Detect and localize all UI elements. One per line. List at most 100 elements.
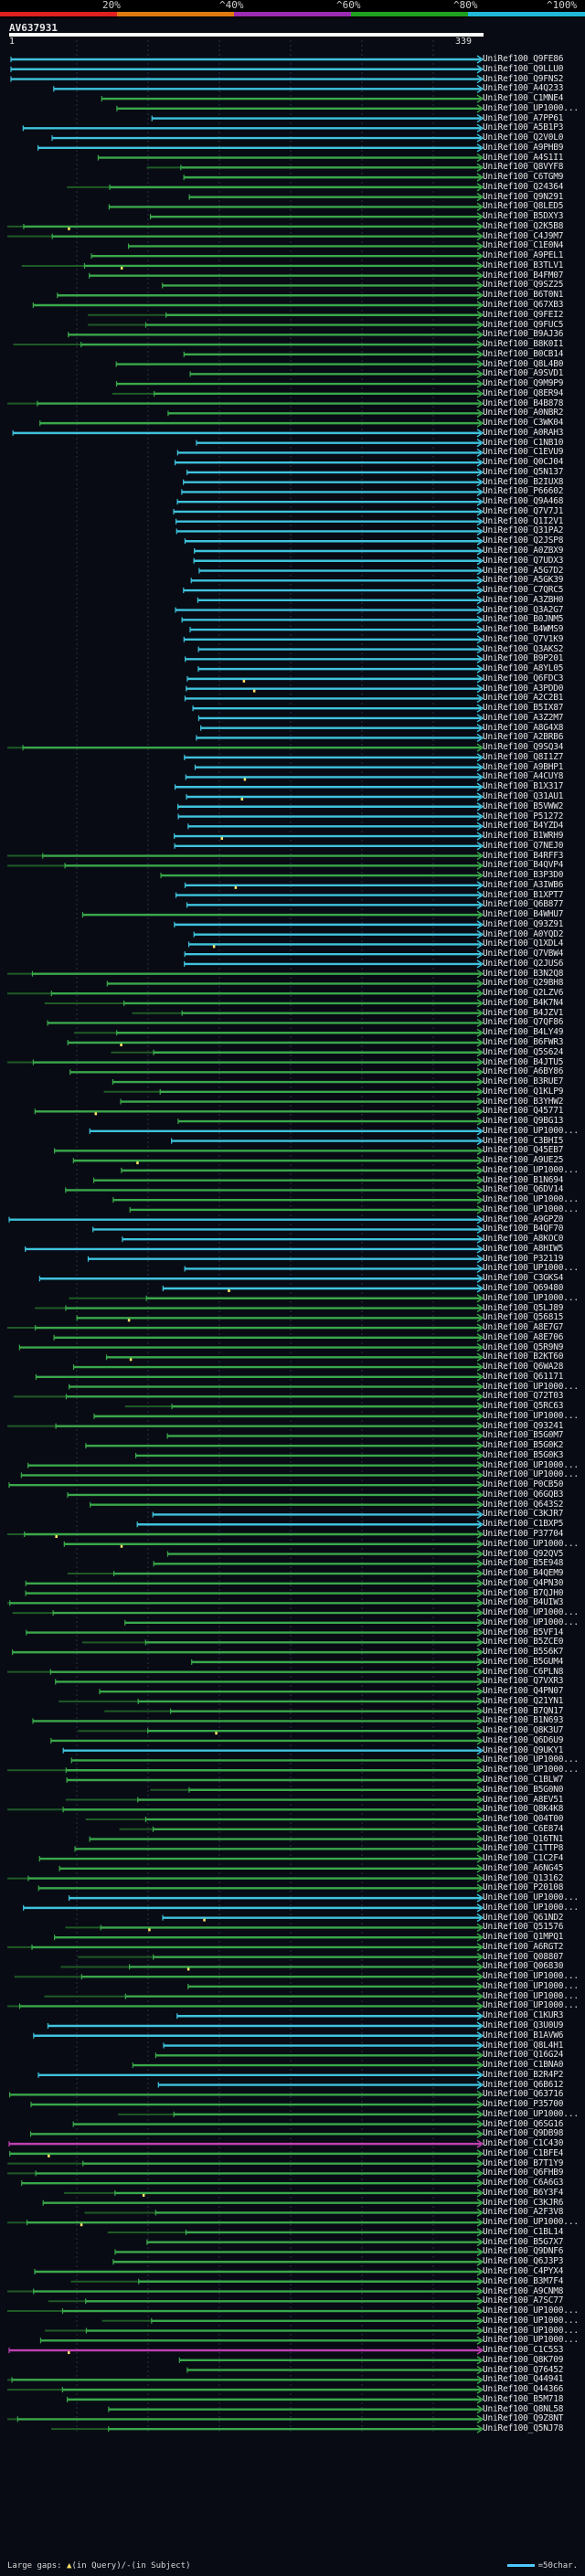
- hit-link[interactable]: UniRef100_Q9DB98: [483, 2128, 564, 2139]
- hit-link[interactable]: UniRef100_UP1000...: [483, 1292, 579, 1303]
- hit-link[interactable]: UniRef100_A9BHP1: [483, 761, 564, 772]
- hit-link[interactable]: UniRef100_B4QF70: [483, 1224, 564, 1235]
- hit-link[interactable]: UniRef100_C1E0N4: [483, 240, 564, 251]
- hit-link[interactable]: UniRef100_Q2K5B8: [483, 220, 564, 231]
- hit-link[interactable]: UniRef100_Q6B877: [483, 899, 564, 910]
- hit-link[interactable]: UniRef100_UP1000...: [483, 1410, 579, 1421]
- hit-link[interactable]: UniRef100_B5G0K3: [483, 1449, 564, 1460]
- hit-link[interactable]: UniRef100_UP1000...: [483, 2335, 579, 2346]
- hit-link[interactable]: UniRef100_Q69480: [483, 1283, 564, 1293]
- hit-link[interactable]: UniRef100_A0YQD2: [483, 928, 564, 939]
- hit-link[interactable]: UniRef100_A6RGT2: [483, 1941, 564, 1952]
- hit-link[interactable]: UniRef100_C4J9M7: [483, 230, 564, 241]
- hit-link[interactable]: UniRef100_Q1I2V1: [483, 515, 564, 526]
- hit-link[interactable]: UniRef100_Q16G24: [483, 2050, 564, 2061]
- hit-link[interactable]: UniRef100_UP1000...: [483, 2217, 579, 2228]
- hit-link[interactable]: UniRef100_Q2JSP8: [483, 535, 564, 546]
- hit-link[interactable]: UniRef100_Q2LZV6: [483, 988, 564, 999]
- hit-link[interactable]: UniRef100_Q6SG16: [483, 2118, 564, 2129]
- hit-link[interactable]: UniRef100_Q6DV14: [483, 1184, 564, 1195]
- hit-link[interactable]: UniRef100_B5DXY3: [483, 211, 564, 222]
- hit-link[interactable]: UniRef100_B6T0N1: [483, 290, 564, 301]
- hit-link[interactable]: UniRef100_UP1000...: [483, 102, 579, 113]
- hit-link[interactable]: UniRef100_C6A6G3: [483, 2178, 564, 2189]
- hit-link[interactable]: UniRef100_UP1000...: [483, 1765, 579, 1776]
- hit-link[interactable]: UniRef100_C6TGM9: [483, 172, 564, 183]
- hit-link[interactable]: UniRef100_A9GPZ0: [483, 1214, 564, 1224]
- hit-link[interactable]: UniRef100_UP1000...: [483, 2306, 579, 2316]
- hit-link[interactable]: UniRef100_C1MNE4: [483, 93, 564, 104]
- hit-link[interactable]: UniRef100_Q9M9P9: [483, 378, 564, 389]
- hit-link[interactable]: UniRef100_C3WK04: [483, 418, 564, 429]
- hit-link[interactable]: UniRef100_Q7UDX3: [483, 555, 564, 566]
- hit-link[interactable]: UniRef100_P32119: [483, 1253, 564, 1264]
- hit-link[interactable]: UniRef100_Q76452: [483, 2364, 564, 2375]
- hit-link[interactable]: UniRef100_B6Y3F4: [483, 2187, 564, 2198]
- hit-link[interactable]: UniRef100_Q7V7J1: [483, 505, 564, 516]
- hit-link[interactable]: UniRef100_UP1000...: [483, 2325, 579, 2336]
- hit-link[interactable]: UniRef100_B5IX87: [483, 703, 564, 714]
- hit-link[interactable]: UniRef100_UP1000...: [483, 1469, 579, 1480]
- hit-link[interactable]: UniRef100_C1C430: [483, 2138, 564, 2149]
- hit-link[interactable]: UniRef100_P0CB50: [483, 1479, 564, 1490]
- hit-link[interactable]: UniRef100_Q4PN07: [483, 1686, 564, 1697]
- hit-link[interactable]: UniRef100_UP1000...: [483, 1607, 579, 1618]
- hit-link[interactable]: UniRef100_B5G0N0: [483, 1784, 564, 1795]
- hit-link[interactable]: UniRef100_Q8K3U7: [483, 1725, 564, 1736]
- hit-link[interactable]: UniRef100_A6BY86: [483, 1066, 564, 1077]
- hit-link[interactable]: UniRef100_Q1MPQ1: [483, 1932, 564, 1943]
- hit-link[interactable]: UniRef100_C6E874: [483, 1823, 564, 1834]
- hit-link[interactable]: UniRef100_B7QJH0: [483, 1587, 564, 1598]
- hit-link[interactable]: UniRef100_B4LY49: [483, 1027, 564, 1038]
- hit-link[interactable]: UniRef100_A4S1I1: [483, 152, 564, 163]
- hit-link[interactable]: UniRef100_A3PDD0: [483, 683, 564, 694]
- hit-link[interactable]: UniRef100_UP1000...: [483, 1990, 579, 2001]
- hit-link[interactable]: UniRef100_B8K0I1: [483, 339, 564, 350]
- hit-link[interactable]: UniRef100_B4UIW3: [483, 1597, 564, 1608]
- hit-link[interactable]: UniRef100_B4QEM9: [483, 1568, 564, 1579]
- hit-link[interactable]: UniRef100_UP1000...: [483, 2315, 579, 2326]
- hit-link[interactable]: UniRef100_Q7VBW4: [483, 949, 564, 959]
- hit-link[interactable]: UniRef100_A9PHB9: [483, 142, 564, 153]
- hit-link[interactable]: UniRef100_B3TLV1: [483, 260, 564, 270]
- hit-link[interactable]: UniRef100_Q61ND2: [483, 1912, 564, 1923]
- hit-link[interactable]: UniRef100_Q9FEI2: [483, 309, 564, 320]
- hit-link[interactable]: UniRef100_Q8K4K8: [483, 1804, 564, 1815]
- hit-link[interactable]: UniRef100_A8EV51: [483, 1794, 564, 1805]
- hit-link[interactable]: UniRef100_Q16TN1: [483, 1833, 564, 1844]
- hit-link[interactable]: UniRef100_B1N693: [483, 1715, 564, 1726]
- hit-link[interactable]: UniRef100_Q8L4B0: [483, 358, 564, 369]
- hit-link[interactable]: UniRef100_Q8LED5: [483, 201, 564, 212]
- hit-link[interactable]: UniRef100_C3BHI5: [483, 1135, 564, 1146]
- hit-link[interactable]: UniRef100_Q6B612: [483, 2079, 564, 2090]
- hit-link[interactable]: UniRef100_B5VWW2: [483, 800, 564, 811]
- hit-link[interactable]: UniRef100_UP1000...: [483, 1538, 579, 1549]
- hit-link[interactable]: UniRef100_Q8ER94: [483, 387, 564, 398]
- hit-link[interactable]: UniRef100_B0CB14: [483, 348, 564, 359]
- hit-link[interactable]: UniRef100_Q8L4H1: [483, 2040, 564, 2051]
- hit-link[interactable]: UniRef100_B4RFF3: [483, 850, 564, 861]
- hit-link[interactable]: UniRef100_B6FWR3: [483, 1037, 564, 1047]
- hit-link[interactable]: UniRef100_A8E7G7: [483, 1322, 564, 1333]
- hit-link[interactable]: UniRef100_C3KJR7: [483, 1509, 564, 1520]
- hit-link[interactable]: UniRef100_Q4PN30: [483, 1577, 564, 1588]
- hit-link[interactable]: UniRef100_Q5S624: [483, 1046, 564, 1057]
- hit-link[interactable]: UniRef100_B5G7X7: [483, 2236, 564, 2247]
- hit-link[interactable]: UniRef100_P66602: [483, 486, 564, 497]
- hit-link[interactable]: UniRef100_B3P3D0: [483, 870, 564, 881]
- hit-link[interactable]: UniRef100_UP1000...: [483, 1892, 579, 1903]
- hit-link[interactable]: UniRef100_Q24364: [483, 181, 564, 192]
- hit-link[interactable]: UniRef100_Q0CJ04: [483, 457, 564, 468]
- hit-link[interactable]: UniRef100_Q6FDC3: [483, 673, 564, 684]
- hit-link[interactable]: UniRef100_UP1000...: [483, 1971, 579, 1982]
- hit-link[interactable]: UniRef100_B1N694: [483, 1174, 564, 1185]
- hit-link[interactable]: UniRef100_C6PLN8: [483, 1666, 564, 1677]
- hit-link[interactable]: UniRef100_Q9DNF6: [483, 2246, 564, 2257]
- hit-link[interactable]: UniRef100_B4JTU5: [483, 1056, 564, 1067]
- hit-link[interactable]: UniRef100_UP1000...: [483, 1125, 579, 1136]
- hit-link[interactable]: UniRef100_A9SVD1: [483, 368, 564, 379]
- hit-link[interactable]: UniRef100_B4JZV1: [483, 1007, 564, 1018]
- hit-link[interactable]: UniRef100_B3YHW2: [483, 1096, 564, 1107]
- hit-link[interactable]: UniRef100_B4YZD4: [483, 821, 564, 832]
- hit-link[interactable]: UniRef100_C1C5S3: [483, 2345, 564, 2356]
